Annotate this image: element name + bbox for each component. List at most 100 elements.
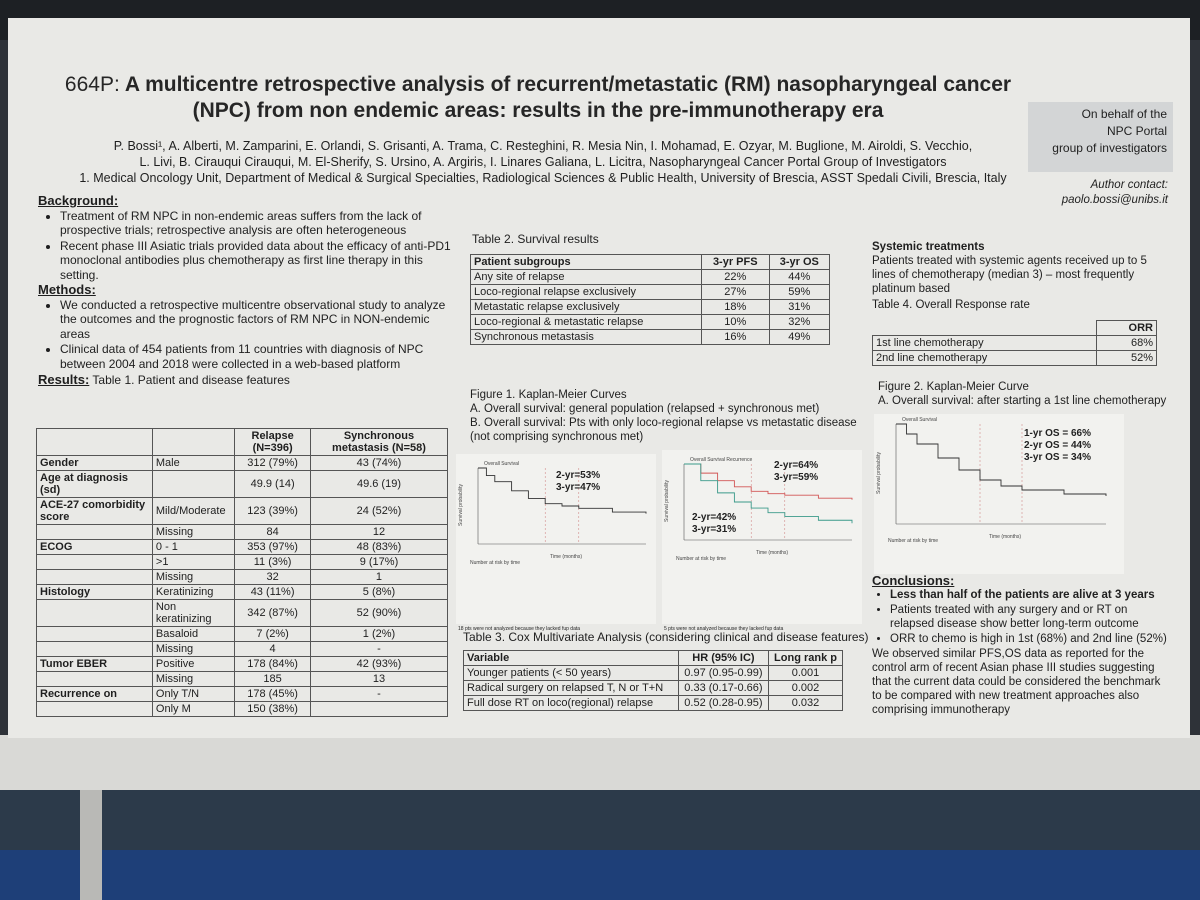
table-cell: 0.33 (0.17-0.66) (677, 680, 770, 696)
table-cell: 44% (768, 269, 831, 285)
background-heading: Background: (38, 193, 119, 208)
table-header: Patient subgroups (470, 254, 702, 270)
table-cell (151, 470, 236, 498)
table-cell: 9 (17%) (309, 554, 449, 570)
table-row: Missing 4- (36, 641, 449, 657)
annotation: 2-yr OS = 44% (1024, 440, 1091, 451)
list-item: Treatment of RM NPC in non-endemic areas… (60, 209, 458, 238)
table-cell (36, 569, 153, 585)
table-cell: Recurrence on (36, 686, 153, 702)
table-row: Younger patients (< 50 years) 0.97 (0.95-… (463, 665, 843, 681)
contact-email: paolo.bossi@unibs.it (1061, 194, 1168, 206)
table-row: Missing 84 12 (36, 524, 449, 540)
y-axis-label: Survival probability (664, 480, 670, 522)
table-cell (36, 701, 153, 717)
table-cell: 1st line chemotherapy (871, 335, 1098, 351)
figure1-b: B. Overall survival: Pts with only loco-… (470, 417, 857, 443)
table-cell: Positive (151, 656, 236, 672)
table-cell: 10% (700, 314, 770, 330)
table-cell: 178 (45%) (234, 686, 311, 702)
table-row: Loco-regional & metastatic relapse 10% 32% (470, 314, 831, 330)
column-1: Background: Treatment of RM NPC in non-e… (38, 193, 458, 388)
table-cell: 32% (768, 314, 831, 330)
annotation: 3-yr=59% (774, 472, 818, 483)
risk-table-label: Number at risk by time (470, 560, 520, 566)
table-cell: 0.52 (0.28-0.95) (677, 695, 770, 711)
conclusions: Conclusions: Less than half of the patie… (872, 574, 1172, 717)
x-axis-label: Time (months) (550, 554, 582, 560)
table-cell: Loco-regional & metastatic relapse (470, 314, 702, 330)
table-cell: Histology (36, 584, 153, 600)
risk-table-label: Number at risk by time (676, 556, 726, 562)
table-row: Tumor EBER Positive 178 (84%) 42 (93%) (36, 656, 449, 672)
table-cell: Keratinizing (151, 584, 236, 600)
figure2-caption: Figure 2. Kaplan-Meier Curve A. Overall … (878, 380, 1178, 408)
methods-list: We conducted a retrospective multicentre… (38, 298, 458, 372)
table-cell: 48 (83%) (309, 539, 449, 555)
table-cell: 178 (84%) (234, 656, 311, 672)
table-row: Basaloid 7 (2%) 1 (2%) (36, 626, 449, 642)
table-cell: 24 (52%) (309, 497, 449, 525)
table-cell: 2nd line chemotherapy (871, 350, 1098, 366)
table-cell: 1 (2%) (309, 626, 449, 642)
table-2: Patient subgroups 3-yr PFS 3-yr OS Any s… (470, 254, 831, 345)
background-list: Treatment of RM NPC in non-endemic areas… (38, 209, 458, 283)
poster: 664P: A multicentre retrospective analys… (8, 18, 1190, 738)
author-contact: Author contact: paolo.bossi@unibs.it (1038, 178, 1168, 208)
table-cell: 31% (768, 299, 831, 315)
figure1-a: A. Overall survival: general population … (470, 403, 820, 415)
table-cell: Only M (151, 701, 236, 717)
table-header: Long rank p (768, 650, 843, 666)
behalf-line: NPC Portal (1106, 124, 1167, 138)
table-3: Variable HR (95% IC) Long rank p Younger… (463, 650, 843, 711)
table-cell: 84 (234, 524, 311, 540)
table-row: 1st line chemotherapy 68% (871, 335, 1157, 351)
table-header (151, 428, 236, 456)
annotation: 3-yr OS = 34% (1024, 452, 1091, 463)
table-cell: Metastatic relapse exclusively (470, 299, 702, 315)
table2-title: Table 2. Survival results (472, 232, 599, 246)
table-row: Histology Keratinizing 43 (11%) 5 (8%) (36, 584, 449, 600)
methods-heading: Methods: (38, 282, 96, 297)
series-line (896, 423, 1107, 496)
table-row: ECOG 0 - 1 353 (97%) 48 (83%) (36, 539, 449, 555)
table-cell: 123 (39%) (234, 497, 311, 525)
table-cell: Missing (151, 641, 236, 657)
table-cell: Basaloid (151, 626, 236, 642)
results-heading: Results: (38, 372, 90, 387)
y-axis-label: Survival probability (876, 452, 882, 494)
table-cell: Mild/Moderate (151, 497, 236, 525)
affiliation: 1. Medical Oncology Unit, Department of … (79, 171, 1007, 185)
table-cell (309, 701, 449, 717)
table-cell: 52% (1096, 350, 1157, 366)
table-cell: Non keratinizing (151, 599, 236, 627)
table-cell (36, 599, 153, 627)
table-cell: 49.6 (19) (309, 470, 449, 498)
table-1-body: Gender Male 312 (79%) 43 (74%) Age at diagno… (36, 455, 449, 717)
table-cell (36, 626, 153, 642)
chart-title: Overall Survival (484, 461, 519, 467)
table-cell: 0.001 (768, 665, 843, 681)
table4-title: Table 4. Overall Response rate (872, 299, 1030, 311)
table-cell: 7 (2%) (234, 626, 311, 642)
wall (0, 735, 1200, 795)
table-cell: Male (151, 455, 236, 471)
table-1: Relapse (N=396) Synchronous metastasis (… (36, 428, 449, 717)
series-line (478, 467, 647, 514)
table-row: >1 11 (3%) 9 (17%) (36, 554, 449, 570)
authors-line-2: L. Livi, B. Cirauqui Cirauqui, M. El-She… (139, 155, 947, 169)
table-cell: 0 - 1 (151, 539, 236, 555)
table-cell: 11 (3%) (234, 554, 311, 570)
table-header-row: Variable HR (95% IC) Long rank p (463, 650, 843, 666)
board-post (80, 790, 102, 900)
table-4-body: 1st line chemotherapy 68% 2nd line chemoth… (871, 335, 1157, 366)
table-cell: 16% (700, 329, 770, 345)
table-cell: 0.97 (0.95-0.99) (677, 665, 770, 681)
annotation: 2-yr=42% (692, 512, 736, 523)
list-item: Recent phase III Asiatic trials provided… (60, 239, 458, 283)
table-cell: 43 (11%) (234, 584, 311, 600)
poster-title: 664P: A multicentre retrospective analys… (38, 72, 1038, 124)
table-cell: 27% (700, 284, 770, 300)
table-row: ACE-27 comorbidity score Mild/Moderate 123… (36, 497, 449, 525)
table-cell: Younger patients (< 50 years) (463, 665, 679, 681)
